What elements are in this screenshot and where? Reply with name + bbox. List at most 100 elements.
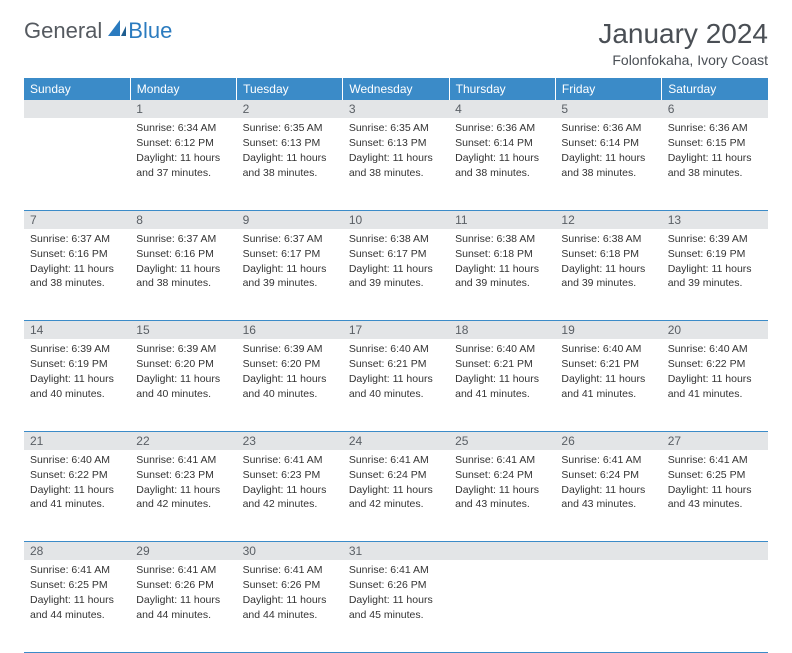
sunrise-line: Sunrise: 6:39 AM <box>30 342 124 356</box>
daylight-line: Daylight: 11 hours and 38 minutes. <box>561 151 655 179</box>
content-row: Sunrise: 6:39 AMSunset: 6:19 PMDaylight:… <box>24 339 768 431</box>
daynum-cell: 16 <box>237 321 343 340</box>
day-cell-content: Sunrise: 6:40 AMSunset: 6:21 PMDaylight:… <box>343 339 449 408</box>
header: General Blue January 2024 Folonfokaha, I… <box>24 18 768 68</box>
day-cell <box>449 560 555 652</box>
sunset-line: Sunset: 6:13 PM <box>243 136 337 150</box>
daylight-line: Daylight: 11 hours and 38 minutes. <box>668 151 762 179</box>
day-cell-content: Sunrise: 6:40 AMSunset: 6:22 PMDaylight:… <box>24 450 130 519</box>
sunset-line: Sunset: 6:22 PM <box>30 468 124 482</box>
sunset-line: Sunset: 6:19 PM <box>30 357 124 371</box>
day-cell-content: Sunrise: 6:38 AMSunset: 6:18 PMDaylight:… <box>449 229 555 298</box>
sunset-line: Sunset: 6:24 PM <box>561 468 655 482</box>
daynum-cell <box>662 542 768 561</box>
daynum-cell <box>449 542 555 561</box>
day-cell: Sunrise: 6:37 AMSunset: 6:16 PMDaylight:… <box>24 229 130 321</box>
sunrise-line: Sunrise: 6:41 AM <box>30 563 124 577</box>
sunrise-line: Sunrise: 6:41 AM <box>349 453 443 467</box>
sunrise-line: Sunrise: 6:39 AM <box>136 342 230 356</box>
sunrise-line: Sunrise: 6:39 AM <box>243 342 337 356</box>
daynum-cell: 28 <box>24 542 130 561</box>
content-row: Sunrise: 6:37 AMSunset: 6:16 PMDaylight:… <box>24 229 768 321</box>
sunrise-line: Sunrise: 6:36 AM <box>455 121 549 135</box>
dayname-thursday: Thursday <box>449 78 555 100</box>
day-cell: Sunrise: 6:39 AMSunset: 6:20 PMDaylight:… <box>237 339 343 431</box>
dayname-sunday: Sunday <box>24 78 130 100</box>
daylight-line: Daylight: 11 hours and 42 minutes. <box>349 483 443 511</box>
sunset-line: Sunset: 6:24 PM <box>455 468 549 482</box>
day-cell: Sunrise: 6:40 AMSunset: 6:22 PMDaylight:… <box>662 339 768 431</box>
sunrise-line: Sunrise: 6:41 AM <box>136 453 230 467</box>
day-cell: Sunrise: 6:34 AMSunset: 6:12 PMDaylight:… <box>130 118 236 210</box>
daynum-cell: 20 <box>662 321 768 340</box>
day-cell: Sunrise: 6:37 AMSunset: 6:16 PMDaylight:… <box>130 229 236 321</box>
daynum-cell <box>555 542 661 561</box>
daylight-line: Daylight: 11 hours and 38 minutes. <box>243 151 337 179</box>
dayname-friday: Friday <box>555 78 661 100</box>
day-cell: Sunrise: 6:39 AMSunset: 6:19 PMDaylight:… <box>662 229 768 321</box>
sunrise-line: Sunrise: 6:41 AM <box>561 453 655 467</box>
day-cell-content: Sunrise: 6:41 AMSunset: 6:25 PMDaylight:… <box>24 560 130 629</box>
daylight-line: Daylight: 11 hours and 45 minutes. <box>349 593 443 621</box>
daylight-line: Daylight: 11 hours and 39 minutes. <box>668 262 762 290</box>
sunset-line: Sunset: 6:16 PM <box>136 247 230 261</box>
logo-text-general: General <box>24 18 102 44</box>
sunset-line: Sunset: 6:17 PM <box>243 247 337 261</box>
day-cell: Sunrise: 6:40 AMSunset: 6:21 PMDaylight:… <box>343 339 449 431</box>
daynum-cell: 9 <box>237 210 343 229</box>
sunrise-line: Sunrise: 6:41 AM <box>243 563 337 577</box>
sunset-line: Sunset: 6:17 PM <box>349 247 443 261</box>
calendar-table: SundayMondayTuesdayWednesdayThursdayFrid… <box>24 78 768 653</box>
daylight-line: Daylight: 11 hours and 42 minutes. <box>243 483 337 511</box>
daynum-cell: 1 <box>130 100 236 118</box>
day-cell-content: Sunrise: 6:41 AMSunset: 6:23 PMDaylight:… <box>237 450 343 519</box>
daynum-cell: 15 <box>130 321 236 340</box>
daynum-cell: 21 <box>24 431 130 450</box>
day-cell: Sunrise: 6:41 AMSunset: 6:25 PMDaylight:… <box>24 560 130 652</box>
day-cell-content: Sunrise: 6:40 AMSunset: 6:22 PMDaylight:… <box>662 339 768 408</box>
sunrise-line: Sunrise: 6:41 AM <box>136 563 230 577</box>
daylight-line: Daylight: 11 hours and 43 minutes. <box>561 483 655 511</box>
daynum-cell: 24 <box>343 431 449 450</box>
day-cell: Sunrise: 6:36 AMSunset: 6:14 PMDaylight:… <box>555 118 661 210</box>
daynum-cell: 10 <box>343 210 449 229</box>
daynum-cell: 30 <box>237 542 343 561</box>
sunset-line: Sunset: 6:15 PM <box>668 136 762 150</box>
daylight-line: Daylight: 11 hours and 43 minutes. <box>668 483 762 511</box>
daylight-line: Daylight: 11 hours and 40 minutes. <box>243 372 337 400</box>
sunset-line: Sunset: 6:14 PM <box>561 136 655 150</box>
location: Folonfokaha, Ivory Coast <box>598 52 768 68</box>
sunrise-line: Sunrise: 6:41 AM <box>668 453 762 467</box>
daynum-cell: 22 <box>130 431 236 450</box>
sunset-line: Sunset: 6:26 PM <box>136 578 230 592</box>
day-cell-content: Sunrise: 6:40 AMSunset: 6:21 PMDaylight:… <box>555 339 661 408</box>
day-cell-content: Sunrise: 6:41 AMSunset: 6:26 PMDaylight:… <box>343 560 449 629</box>
day-cell: Sunrise: 6:41 AMSunset: 6:26 PMDaylight:… <box>237 560 343 652</box>
daynum-row: 123456 <box>24 100 768 118</box>
sunset-line: Sunset: 6:20 PM <box>136 357 230 371</box>
day-cell-content: Sunrise: 6:37 AMSunset: 6:16 PMDaylight:… <box>24 229 130 298</box>
daynum-cell: 13 <box>662 210 768 229</box>
daynum-cell: 29 <box>130 542 236 561</box>
daynum-cell: 27 <box>662 431 768 450</box>
daynum-cell: 18 <box>449 321 555 340</box>
sunrise-line: Sunrise: 6:39 AM <box>668 232 762 246</box>
sunset-line: Sunset: 6:26 PM <box>349 578 443 592</box>
sunrise-line: Sunrise: 6:37 AM <box>243 232 337 246</box>
day-cell-content: Sunrise: 6:36 AMSunset: 6:14 PMDaylight:… <box>555 118 661 187</box>
daylight-line: Daylight: 11 hours and 40 minutes. <box>349 372 443 400</box>
day-cell: Sunrise: 6:41 AMSunset: 6:23 PMDaylight:… <box>237 450 343 542</box>
daynum-row: 14151617181920 <box>24 321 768 340</box>
sunset-line: Sunset: 6:25 PM <box>30 578 124 592</box>
daylight-line: Daylight: 11 hours and 37 minutes. <box>136 151 230 179</box>
daylight-line: Daylight: 11 hours and 40 minutes. <box>30 372 124 400</box>
sunrise-line: Sunrise: 6:40 AM <box>30 453 124 467</box>
day-cell: Sunrise: 6:41 AMSunset: 6:26 PMDaylight:… <box>343 560 449 652</box>
sunset-line: Sunset: 6:12 PM <box>136 136 230 150</box>
dayname-saturday: Saturday <box>662 78 768 100</box>
sunset-line: Sunset: 6:21 PM <box>455 357 549 371</box>
sunset-line: Sunset: 6:23 PM <box>243 468 337 482</box>
sunrise-line: Sunrise: 6:37 AM <box>136 232 230 246</box>
sunrise-line: Sunrise: 6:37 AM <box>30 232 124 246</box>
day-cell-content: Sunrise: 6:38 AMSunset: 6:17 PMDaylight:… <box>343 229 449 298</box>
